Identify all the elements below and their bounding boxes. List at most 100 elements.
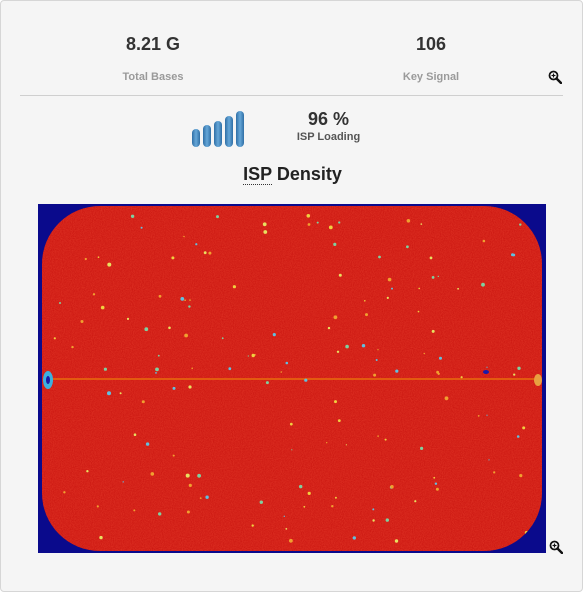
speckle xyxy=(420,223,423,225)
speckle xyxy=(423,352,425,355)
signal-bar xyxy=(192,129,200,147)
speckle xyxy=(384,438,387,441)
speckle xyxy=(180,297,185,301)
isp-density-heatmap[interactable] xyxy=(38,204,546,553)
speckle xyxy=(122,481,124,483)
speckle xyxy=(460,376,463,379)
speckle xyxy=(280,371,283,373)
speckle xyxy=(373,373,377,377)
signal-bar xyxy=(225,116,233,147)
zoom-icon[interactable] xyxy=(549,540,564,555)
speckle xyxy=(168,326,171,330)
speckle xyxy=(352,536,356,540)
speckle xyxy=(437,372,440,375)
edge-artifact xyxy=(534,374,542,386)
speckle xyxy=(303,505,306,508)
zoom-icon[interactable] xyxy=(548,70,563,85)
speckle xyxy=(511,253,514,257)
speckle xyxy=(378,255,381,259)
speckle xyxy=(183,235,185,238)
speckle xyxy=(299,484,303,489)
speckle xyxy=(418,287,421,290)
speckle xyxy=(59,302,61,304)
speckle xyxy=(172,386,176,390)
speckle xyxy=(184,299,186,301)
isp-loading: 96 % ISP Loading xyxy=(286,109,371,143)
speckle xyxy=(435,487,439,491)
speckle xyxy=(251,524,254,527)
speckle xyxy=(522,426,526,430)
speckle xyxy=(334,496,337,499)
speckle xyxy=(437,275,439,278)
speckle xyxy=(272,333,276,337)
key-signal-label: Key Signal xyxy=(402,71,460,83)
speckle xyxy=(336,350,340,353)
speckle xyxy=(184,333,189,338)
speckle xyxy=(80,320,84,323)
speckle xyxy=(377,435,379,437)
signal-bars-icon xyxy=(192,109,246,147)
speckle xyxy=(372,508,375,511)
speckle xyxy=(97,256,100,258)
speckle xyxy=(53,337,56,340)
speckle xyxy=(289,422,293,426)
density-title-text: Density xyxy=(271,164,342,184)
speckle xyxy=(345,444,347,446)
speckle xyxy=(185,473,190,478)
speckle xyxy=(133,509,136,512)
speckle xyxy=(158,294,162,298)
key-signal-value: 106 xyxy=(415,34,447,54)
speckle xyxy=(188,385,192,389)
speckle xyxy=(197,473,202,478)
isp-abbreviation[interactable]: ISP xyxy=(243,164,272,185)
speckle xyxy=(254,354,256,356)
speckle xyxy=(232,285,236,289)
speckle xyxy=(486,366,488,368)
speckle xyxy=(385,518,389,522)
speckle xyxy=(63,491,66,494)
speckle xyxy=(327,326,331,330)
speckle xyxy=(519,474,523,478)
speckle xyxy=(262,222,267,227)
speckle xyxy=(145,442,150,446)
speckle xyxy=(133,433,137,436)
speckle xyxy=(433,476,436,479)
speckle xyxy=(457,287,459,290)
speckle xyxy=(338,273,342,277)
speckle xyxy=(289,538,293,543)
speckle xyxy=(434,482,438,485)
speckle xyxy=(390,485,394,489)
speckle xyxy=(307,491,311,495)
edge-artifacts xyxy=(43,370,542,389)
speckle xyxy=(481,282,485,287)
speckle xyxy=(285,528,288,530)
speckle xyxy=(395,369,399,373)
speckle xyxy=(306,214,311,218)
speckle xyxy=(100,305,105,310)
speckle xyxy=(519,223,522,226)
speckle xyxy=(71,345,74,349)
speckle xyxy=(251,353,255,358)
speckle xyxy=(375,359,378,361)
speckle xyxy=(130,214,135,218)
speckle xyxy=(431,329,435,333)
speckle xyxy=(259,500,263,504)
speckle xyxy=(338,221,341,224)
speckle xyxy=(361,344,366,348)
speckle xyxy=(439,356,442,360)
edge-artifact xyxy=(46,376,50,384)
speckle xyxy=(406,219,411,223)
speckle xyxy=(158,512,162,516)
speckle xyxy=(247,355,249,357)
speckle xyxy=(364,300,366,302)
speckle xyxy=(195,243,198,246)
speckle xyxy=(285,361,289,365)
speckle xyxy=(263,230,268,234)
speckles xyxy=(53,214,529,543)
speckle xyxy=(92,293,96,296)
speckle xyxy=(150,472,155,476)
speckle xyxy=(203,251,207,255)
speckle xyxy=(157,354,160,357)
speckle xyxy=(333,242,337,246)
